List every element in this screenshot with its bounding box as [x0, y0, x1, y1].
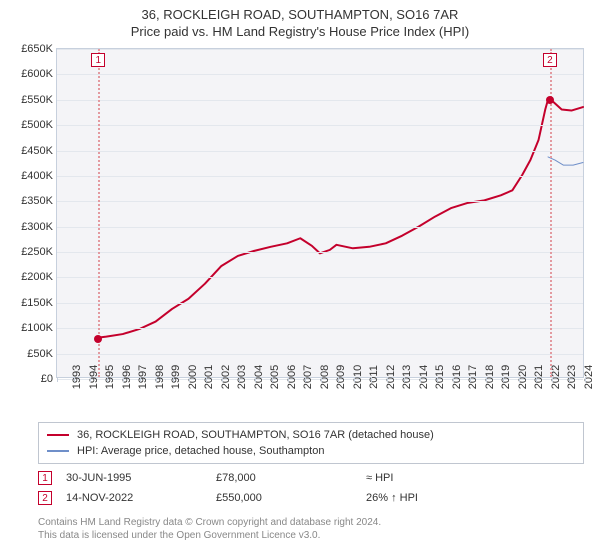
- chart-titles: 36, ROCKLEIGH ROAD, SOUTHAMPTON, SO16 7A…: [0, 0, 600, 40]
- y-axis-label: £100K: [21, 322, 57, 334]
- sale-row-date: 30-JUN-1995: [66, 468, 216, 488]
- gridline-h: [57, 100, 583, 101]
- chart-plot-area: £0£50K£100K£150K£200K£250K£300K£350K£400…: [56, 48, 584, 378]
- footer-attribution: Contains HM Land Registry data © Crown c…: [38, 516, 584, 542]
- y-axis-label: £500K: [21, 119, 57, 131]
- y-axis-label: £150K: [21, 297, 57, 309]
- gridline-h: [57, 151, 583, 152]
- sale-row-diff: ≈ HPI: [366, 468, 584, 488]
- y-axis-label: £550K: [21, 94, 57, 106]
- y-axis-label: £300K: [21, 221, 57, 233]
- gridline-h: [57, 176, 583, 177]
- sale-marker-line: [98, 49, 100, 377]
- sale-row: 2 14-NOV-2022£550,00026% ↑ HPI: [38, 488, 584, 508]
- legend-label: 36, ROCKLEIGH ROAD, SOUTHAMPTON, SO16 7A…: [77, 427, 434, 443]
- sales-table: 1 30-JUN-1995£78,000≈ HPI 2 14-NOV-2022£550…: [38, 468, 584, 508]
- sale-marker-dot: [546, 96, 554, 104]
- legend-row: 36, ROCKLEIGH ROAD, SOUTHAMPTON, SO16 7A…: [47, 427, 575, 443]
- legend-row: HPI: Average price, detached house, Sout…: [47, 443, 575, 459]
- sale-marker-box: 1: [91, 53, 105, 67]
- footer-line-1: Contains HM Land Registry data © Crown c…: [38, 516, 584, 529]
- sale-row-diff: 26% ↑ HPI: [366, 488, 584, 508]
- y-axis-label: £250K: [21, 246, 57, 258]
- gridline-h: [57, 277, 583, 278]
- gridline-h: [57, 201, 583, 202]
- legend-swatch: [47, 434, 69, 436]
- y-axis-label: £0: [41, 373, 57, 385]
- y-axis-label: £600K: [21, 68, 57, 80]
- gridline-h: [57, 125, 583, 126]
- sale-row: 1 30-JUN-1995£78,000≈ HPI: [38, 468, 584, 488]
- sale-row-price: £78,000: [216, 468, 366, 488]
- series-hpi: [548, 157, 583, 165]
- gridline-h: [57, 328, 583, 329]
- sale-row-price: £550,000: [216, 488, 366, 508]
- gridline-h: [57, 354, 583, 355]
- legend-swatch: [47, 450, 69, 452]
- sale-marker-box: 2: [543, 53, 557, 67]
- sale-marker-dot: [94, 335, 102, 343]
- x-axis-label: 2025: [585, 365, 600, 389]
- gridline-h: [57, 74, 583, 75]
- y-axis-label: £200K: [21, 271, 57, 283]
- y-axis-label: £400K: [21, 170, 57, 182]
- y-axis-label: £350K: [21, 195, 57, 207]
- sale-row-marker: 1: [38, 471, 52, 485]
- y-axis-label: £50K: [27, 348, 57, 360]
- y-axis-label: £450K: [21, 145, 57, 157]
- sale-row-marker: 2: [38, 491, 52, 505]
- sale-row-date: 14-NOV-2022: [66, 488, 216, 508]
- gridline-h: [57, 49, 583, 50]
- title-line-2: Price paid vs. HM Land Registry's House …: [0, 23, 600, 40]
- legend-label: HPI: Average price, detached house, Sout…: [77, 443, 324, 459]
- gridline-h: [57, 227, 583, 228]
- footer-line-2: This data is licensed under the Open Gov…: [38, 529, 584, 542]
- y-axis-label: £650K: [21, 43, 57, 55]
- legend-box: 36, ROCKLEIGH ROAD, SOUTHAMPTON, SO16 7A…: [38, 422, 584, 464]
- gridline-h: [57, 252, 583, 253]
- title-line-1: 36, ROCKLEIGH ROAD, SOUTHAMPTON, SO16 7A…: [0, 6, 600, 23]
- gridline-h: [57, 303, 583, 304]
